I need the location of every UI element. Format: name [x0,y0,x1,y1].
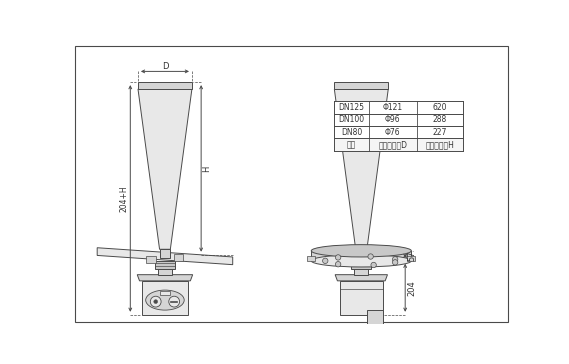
Text: 法兰: 法兰 [347,140,356,149]
Ellipse shape [146,290,184,310]
Text: 204: 204 [407,280,417,296]
Circle shape [169,296,180,307]
Polygon shape [97,248,233,265]
Polygon shape [159,249,170,258]
Text: DN125: DN125 [339,103,365,112]
Text: 测量口直径D: 测量口直径D [378,140,407,149]
Text: 测量口高度H: 测量口高度H [426,140,454,149]
Polygon shape [335,89,388,251]
Circle shape [393,257,398,262]
Text: Φ121: Φ121 [383,103,403,112]
Bar [138,82,192,89]
Polygon shape [137,275,193,281]
Text: D: D [162,62,168,71]
Text: 227: 227 [432,128,447,137]
Polygon shape [311,251,411,261]
Circle shape [336,255,341,260]
Bar [158,269,172,275]
Bar [335,126,463,138]
Bar [335,138,463,151]
Bar [155,261,175,269]
Circle shape [371,262,376,268]
Bar [368,310,383,325]
Polygon shape [138,89,192,249]
Circle shape [393,260,398,265]
Bar [354,269,368,275]
Text: 204+H: 204+H [119,185,129,212]
Bar [160,291,170,296]
Bar [335,102,463,114]
Circle shape [368,254,373,259]
Bar [335,82,388,89]
Circle shape [154,300,158,304]
Text: Φ96: Φ96 [385,115,401,124]
Circle shape [336,261,341,267]
Ellipse shape [311,255,411,267]
Text: 57: 57 [407,250,417,261]
Text: 288: 288 [432,115,447,124]
Text: DN80: DN80 [341,128,362,137]
Circle shape [323,258,328,264]
Text: Φ76: Φ76 [385,128,401,137]
Bar [407,256,415,261]
Bar [340,281,383,315]
Polygon shape [368,325,383,333]
Bar [351,261,372,269]
Polygon shape [335,275,387,281]
Circle shape [150,296,161,307]
Bar [307,256,315,261]
Bar [335,114,463,126]
Ellipse shape [311,245,411,257]
Text: DN100: DN100 [339,115,365,124]
Text: 620: 620 [432,103,447,112]
Bar [142,281,188,315]
Bar [174,254,183,261]
Bar [146,256,156,262]
Text: H: H [202,166,211,173]
